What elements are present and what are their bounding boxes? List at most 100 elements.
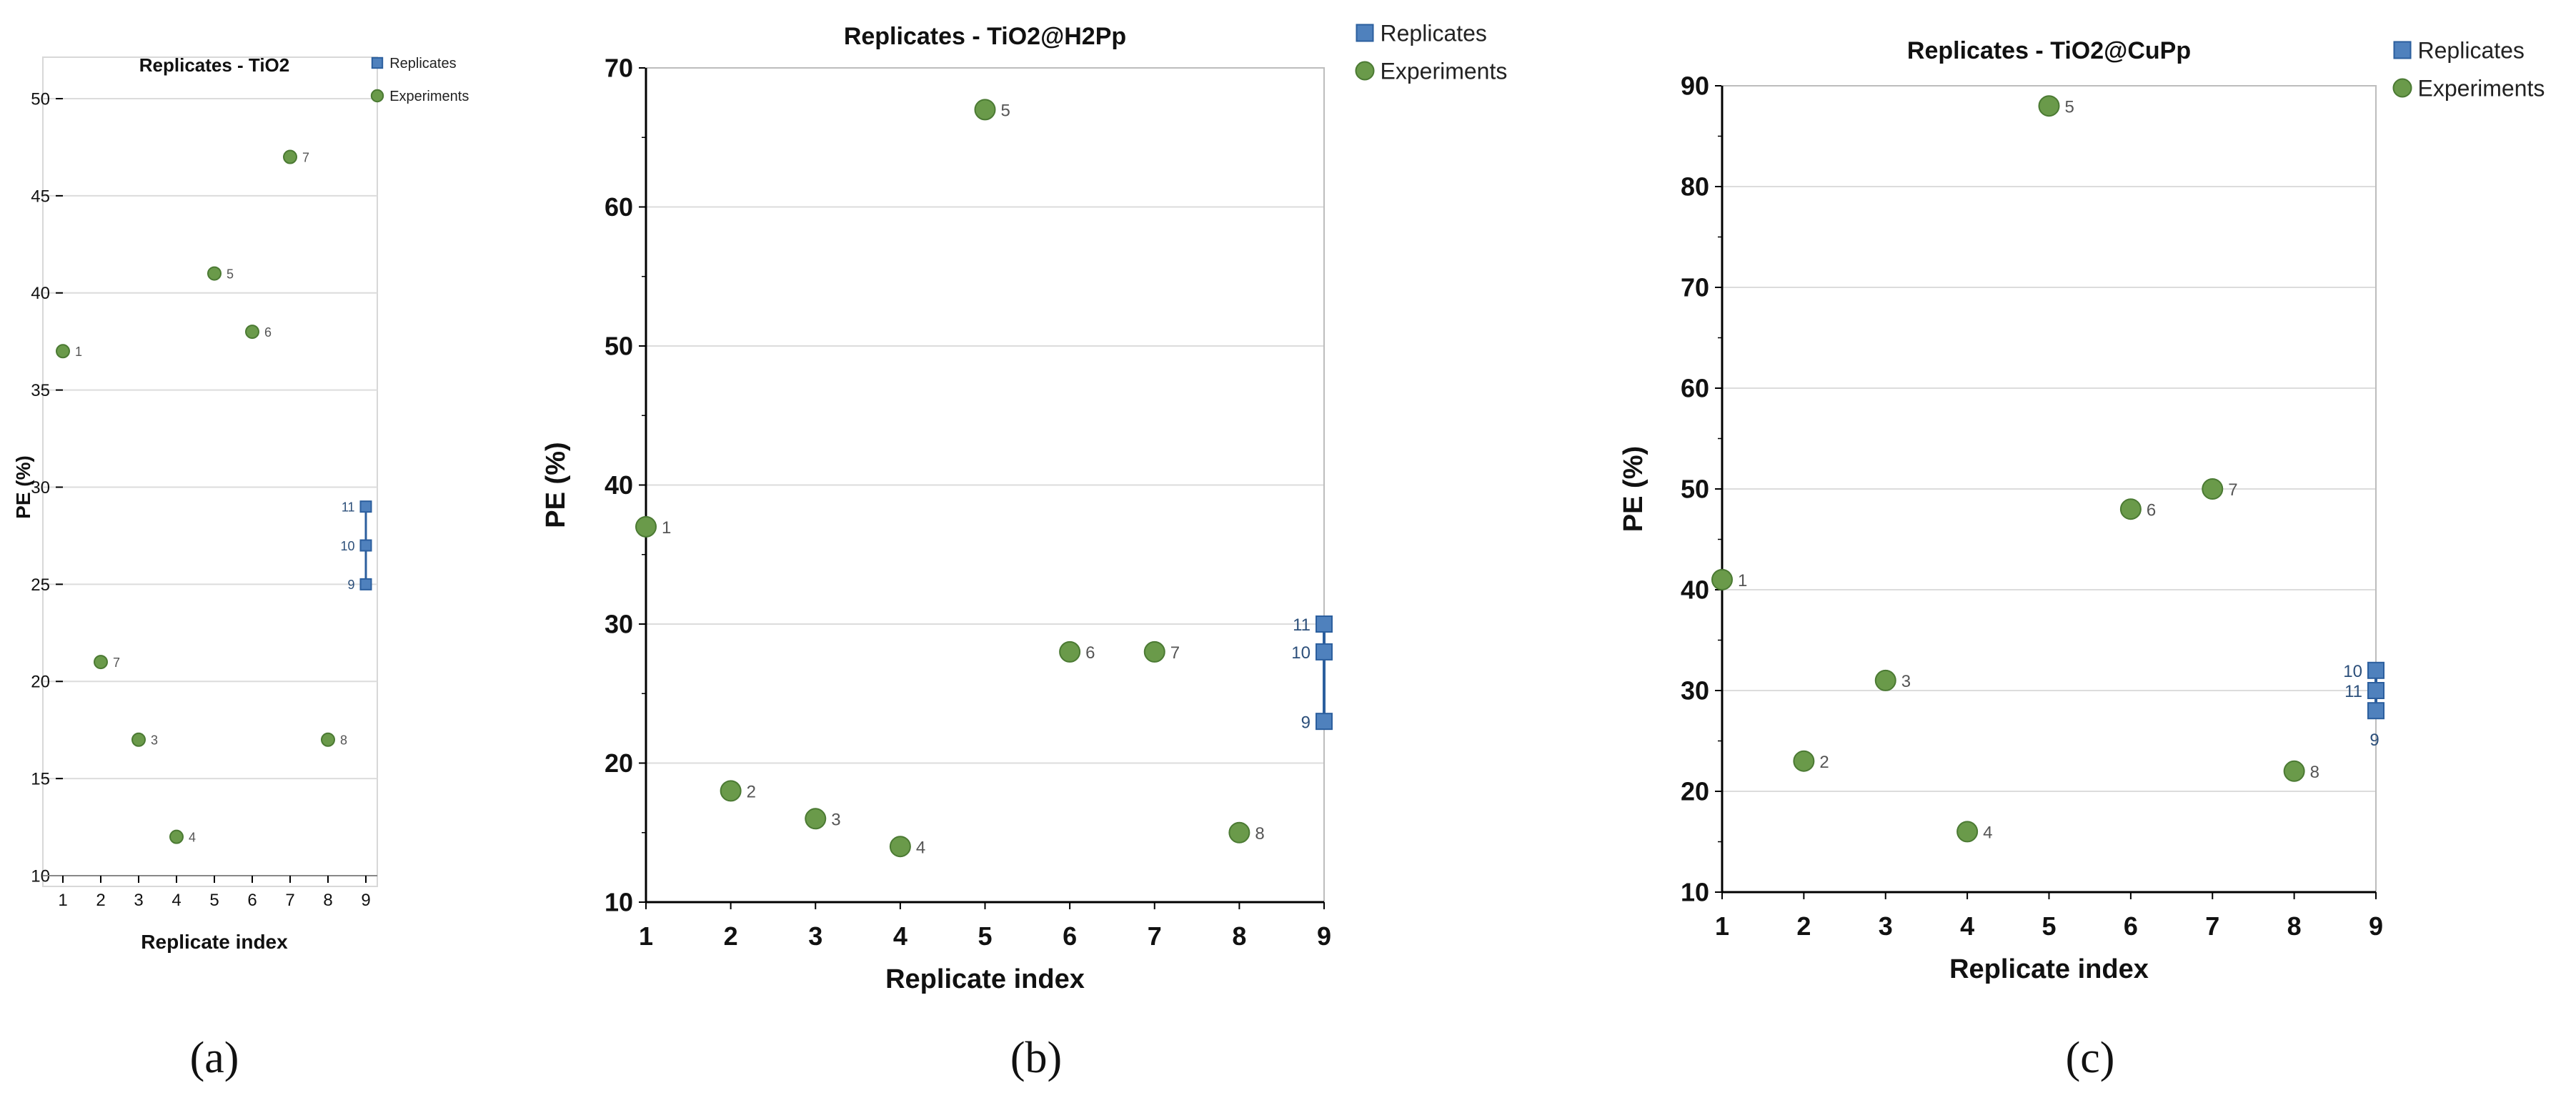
x-axis-label: Replicate index [885, 964, 1085, 994]
experiment-point-label: 7 [113, 656, 120, 670]
experiment-point [1874, 669, 1896, 691]
experiment-point [283, 149, 297, 164]
chart-panel-2: 10 20 30 40 50 60 70 1 2 3 4 5 6 7 8 9 Replicates - TiO2… [541, 21, 1507, 1082]
panel-label: (a) [190, 1034, 239, 1082]
replicate-point-label: 10 [2343, 662, 2362, 681]
y-tick-label: 50 [31, 89, 50, 109]
x-tick-label: 3 [134, 891, 143, 910]
experiment-point [2283, 760, 2305, 782]
x-tick-label: 1 [58, 891, 67, 910]
x-tick-label: 7 [1148, 921, 1162, 951]
experiment-point [1793, 750, 1815, 772]
legend-experiments-label: Experiments [2418, 76, 2545, 102]
replicate-point [1316, 615, 1333, 633]
y-tick-label: 30 [1681, 676, 1709, 706]
experiment-point-label: 3 [151, 733, 158, 748]
replicate-point-label: 10 [1291, 643, 1311, 663]
experiment-point [974, 99, 996, 121]
legend-replicates-marker [1356, 24, 1374, 42]
y-tick-label: 10 [1681, 878, 1709, 907]
y-axis-label: PE (%) [1618, 446, 1648, 532]
x-tick-label: 9 [361, 891, 370, 910]
experiment-point-label: 4 [1983, 823, 1992, 843]
experiment-point-label: 1 [1738, 571, 1747, 590]
experiment-point [94, 655, 108, 670]
x-tick-label: 1 [639, 921, 653, 951]
experiment-point-label: 2 [747, 783, 756, 802]
experiment-point-label: 8 [340, 733, 347, 748]
experiment-point-label: 4 [189, 830, 196, 844]
y-tick-label: 90 [1681, 71, 1709, 101]
experiment-point [169, 829, 184, 844]
x-tick-label: 2 [724, 921, 738, 951]
y-tick-label: 45 [31, 187, 50, 206]
experiment-point-label: 6 [2147, 500, 2156, 520]
x-tick-label: 4 [1960, 911, 1974, 941]
y-tick-label: 50 [605, 332, 633, 361]
legend-replicates-label: Replicates [2418, 38, 2525, 64]
legend: Replicates Experiments [370, 56, 469, 104]
x-tick-label: 8 [1232, 921, 1246, 951]
experiment-point-label: 8 [1255, 824, 1264, 844]
replicate-point-label: 9 [2369, 731, 2379, 750]
x-tick-label: 6 [1063, 921, 1077, 951]
y-axis-label: PE (%) [12, 455, 34, 519]
plot-frame [42, 56, 378, 887]
y-tick-label: 40 [1681, 575, 1709, 605]
legend-experiments-marker [1355, 61, 1375, 81]
y-tick-label: 40 [31, 284, 50, 303]
replicate-point [1316, 643, 1333, 661]
y-tick-label: 15 [31, 770, 50, 789]
experiment-point-label: 5 [2065, 97, 2074, 117]
experiment-point-label: 1 [75, 345, 82, 359]
chart-panel-3: 10 20 30 40 50 60 70 80 90 1 2 3 4 5 6 7 8 9 Replicates - … [1618, 37, 2545, 1082]
y-tick-label: 60 [605, 192, 633, 222]
replicate-point [359, 500, 372, 513]
x-tick-label: 4 [171, 891, 181, 910]
experiment-point [805, 808, 827, 830]
legend-replicates-label: Replicates [389, 56, 456, 71]
x-tick-label: 3 [808, 921, 822, 951]
y-tick-label: 50 [1681, 475, 1709, 504]
x-tick-label: 5 [209, 891, 219, 910]
x-tick-label: 9 [1317, 921, 1331, 951]
x-tick-label: 5 [978, 921, 992, 951]
replicate-point-label: 11 [2344, 682, 2362, 701]
legend-experiments-marker [370, 89, 384, 103]
x-axis-label: Replicate index [1949, 954, 2149, 984]
y-tick-label: 25 [31, 575, 50, 595]
experiment-point [131, 732, 146, 747]
y-tick-label: 60 [1681, 374, 1709, 403]
x-tick-label: 4 [893, 921, 907, 951]
experiment-point [207, 266, 222, 281]
y-tick-label: 35 [31, 381, 50, 400]
experiment-point-label: 1 [662, 518, 671, 538]
experiment-point-label: 5 [1001, 101, 1010, 120]
experiment-point [1956, 821, 1979, 843]
experiment-point [720, 780, 742, 802]
experiment-point [1228, 821, 1250, 844]
replicate-point [359, 578, 372, 590]
experiment-point-label: 7 [302, 150, 309, 164]
experiment-point-label: 7 [2228, 480, 2237, 500]
experiment-point-label: 7 [1170, 643, 1180, 663]
replicate-point [359, 539, 372, 552]
legend: Replicates Experiments [2392, 38, 2545, 102]
panel-label: (c) [2066, 1034, 2115, 1082]
replicate-point-label: 9 [347, 578, 354, 592]
replicate-point [2367, 661, 2384, 679]
experiment-point-label: 3 [1901, 672, 1911, 691]
experiment-point [889, 836, 911, 858]
x-tick-label: 2 [96, 891, 105, 910]
chart-title: Replicates - TiO2 [139, 54, 290, 76]
legend-experiments-label: Experiments [389, 89, 469, 104]
legend: Replicates Experiments [1355, 21, 1507, 84]
x-axis-label: Replicate index [141, 931, 288, 953]
experiment-point [321, 732, 335, 747]
experiment-point-label: 8 [2310, 763, 2319, 782]
replicate-point-label: 10 [340, 539, 354, 553]
chart-title: Replicates - TiO2@H2Pp [844, 23, 1126, 50]
x-tick-label: 6 [247, 891, 257, 910]
experiment-point-label: 6 [1085, 643, 1095, 663]
